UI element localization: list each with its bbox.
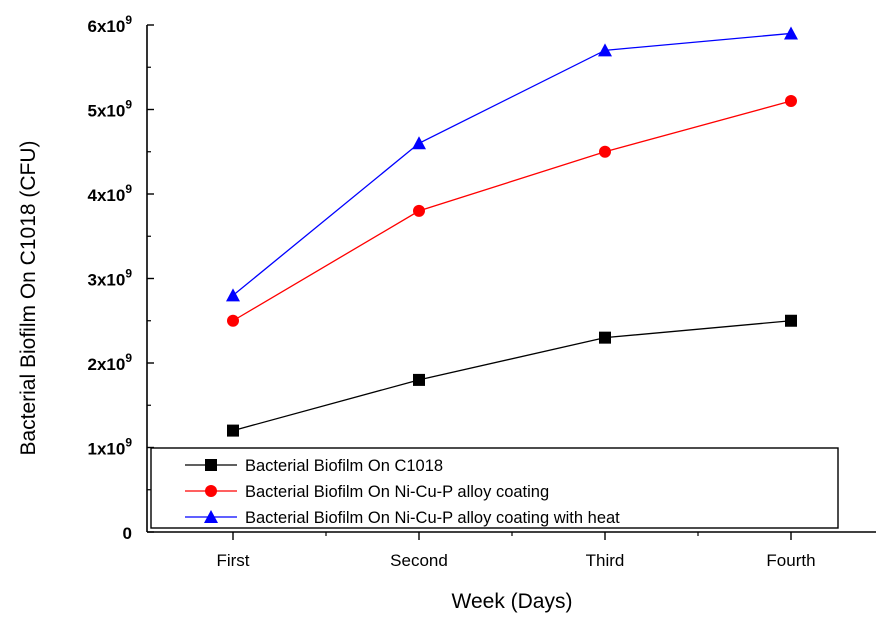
series-layer [226, 26, 798, 437]
legend-box [150, 447, 839, 529]
x-tick-label: Fourth [766, 551, 815, 570]
x-tick-label: First [216, 551, 249, 570]
axes: 0 1x109 2x109 3x109 4x109 5x109 6x109 First Seco… [87, 13, 876, 570]
legend-label: Bacterial Biofilm On C1018 [245, 457, 443, 475]
y-tick-label: 4x109 [87, 182, 132, 205]
data-point [785, 314, 797, 327]
y-tick-label: 1x109 [87, 436, 132, 459]
data-point [227, 424, 239, 437]
legend: Bacterial Biofilm On C1018 Bacterial Biof… [150, 447, 839, 529]
y-tick-label: 0 [123, 524, 132, 543]
legend-item: Bacterial Biofilm On C1018 [185, 457, 443, 475]
series-line [232, 100, 792, 322]
legend-marker [205, 459, 217, 471]
x-tick-label: Second [390, 551, 448, 570]
data-point [599, 331, 611, 344]
legend-label: Bacterial Biofilm On Ni-Cu-P alloy coati… [245, 509, 620, 527]
legend-marker [205, 485, 217, 497]
series-1 [227, 314, 797, 437]
y-tick-label: 5x109 [87, 98, 132, 121]
y-tick-label: 2x109 [87, 351, 132, 374]
data-point [413, 204, 425, 217]
y-axis-title: Bacterial Biofilm On C1018 (CFU) [17, 140, 40, 455]
data-point [226, 288, 240, 302]
x-axis-title: Week (Days) [452, 590, 573, 613]
data-point [227, 314, 239, 327]
y-tick-label: 6x109 [87, 13, 132, 36]
legend-label: Bacterial Biofilm On Ni-Cu-P alloy coati… [245, 483, 549, 501]
x-tick-label: Third [586, 551, 625, 570]
legend-marker [204, 510, 218, 523]
data-point [598, 43, 612, 57]
series-2 [227, 95, 797, 327]
series-3 [226, 26, 798, 302]
data-point [412, 136, 426, 150]
legend-item: Bacterial Biofilm On Ni-Cu-P alloy coati… [185, 483, 549, 501]
y-tick-label: 3x109 [87, 267, 132, 290]
legend-item: Bacterial Biofilm On Ni-Cu-P alloy coati… [185, 509, 620, 527]
data-point [599, 145, 611, 158]
series-line [232, 320, 792, 432]
data-point [413, 373, 425, 386]
series-line [232, 32, 792, 296]
data-point [785, 95, 797, 108]
data-point [784, 26, 798, 40]
